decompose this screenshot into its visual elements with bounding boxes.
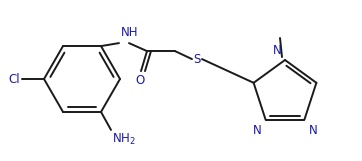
Text: S: S (193, 53, 201, 66)
Text: N: N (253, 124, 262, 137)
Text: N: N (273, 44, 282, 57)
Text: NH: NH (121, 26, 139, 39)
Text: O: O (135, 74, 145, 87)
Text: Cl: Cl (8, 72, 20, 85)
Text: NH$_2$: NH$_2$ (112, 132, 136, 147)
Text: N: N (308, 124, 317, 137)
